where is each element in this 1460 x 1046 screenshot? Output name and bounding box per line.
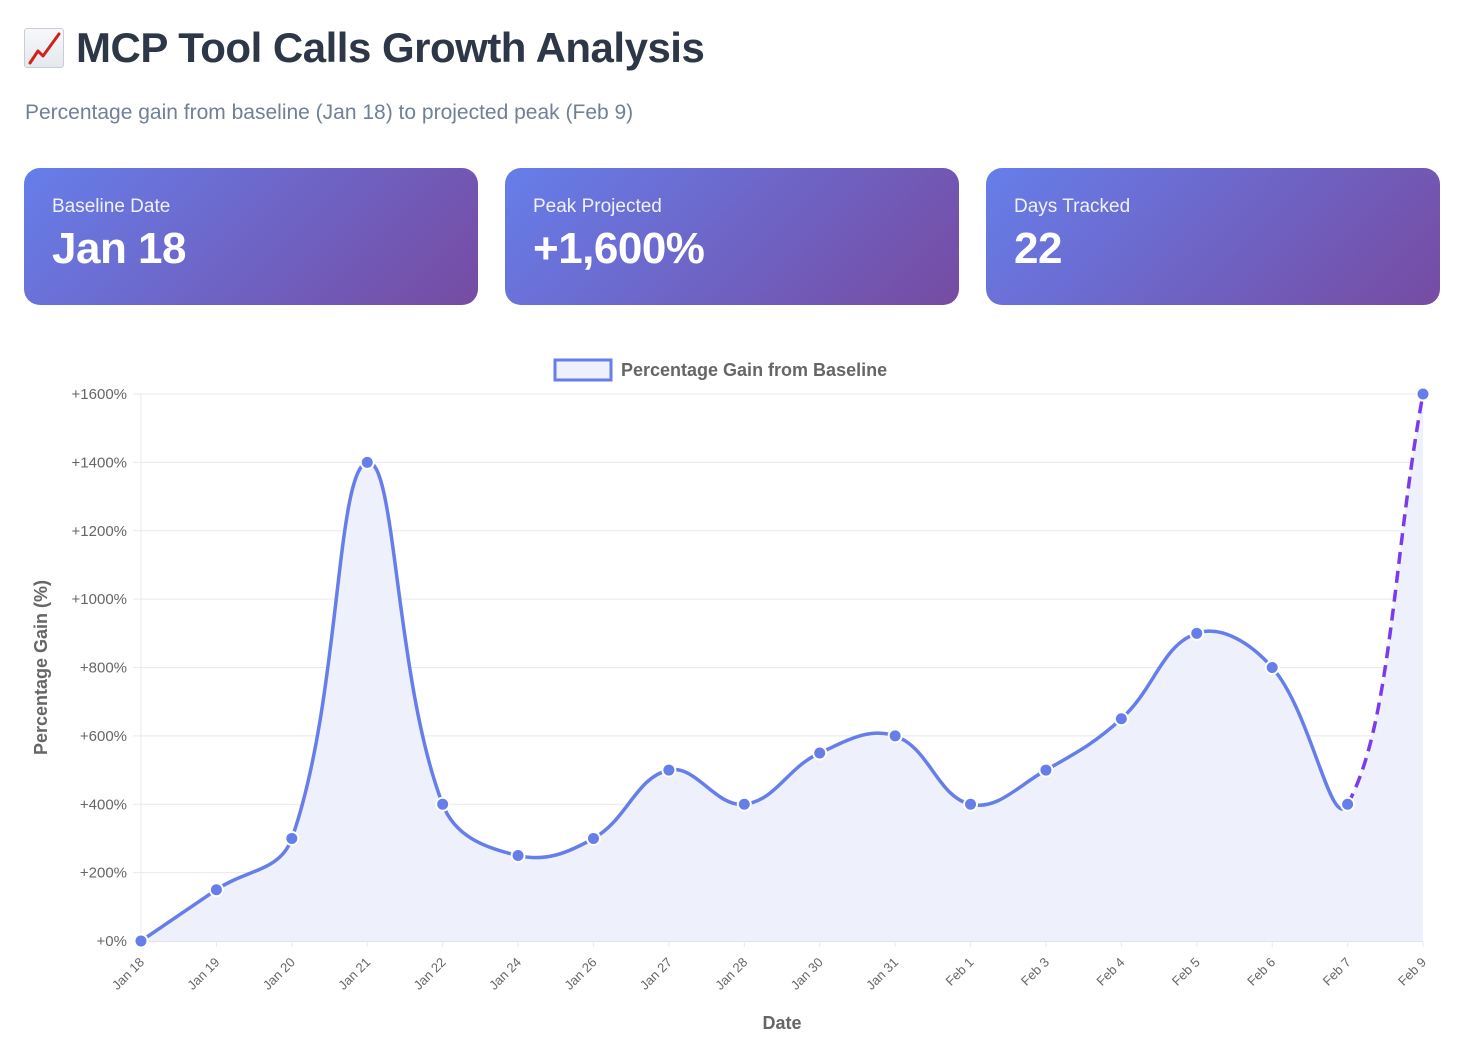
data-point <box>1415 386 1431 402</box>
data-point <box>1038 762 1054 778</box>
page-subtitle: Percentage gain from baseline (Jan 18) t… <box>25 101 634 124</box>
stat-card-label: Peak Projected <box>533 196 662 217</box>
y-tick-label: +1000% <box>72 591 127 608</box>
data-point <box>133 933 149 949</box>
x-tick-label: Jan 30 <box>788 955 826 993</box>
y-axis-title: Percentage Gain (%) <box>31 580 51 755</box>
stat-card-label: Days Tracked <box>1014 196 1131 217</box>
data-point <box>1340 796 1356 812</box>
x-tick-label: Jan 19 <box>184 955 222 993</box>
x-axis-ticks: Jan 18 Jan 19 Jan 20 Jan 21 Jan 22 Jan 24 Jan … <box>109 941 1429 993</box>
data-point <box>510 848 526 864</box>
data-point <box>435 796 451 812</box>
y-tick-label: +400% <box>80 796 127 813</box>
chart-increasing-icon <box>24 28 64 68</box>
x-tick-label: Jan 22 <box>411 955 449 993</box>
chart-legend[interactable]: Percentage Gain from Baseline <box>553 358 887 382</box>
x-axis-title: Date <box>762 1013 801 1033</box>
stat-cards: Baseline Date Jan 18 Peak Projected +1,6… <box>24 168 1440 305</box>
stat-card-peak-projected: Peak Projected +1,600% <box>505 168 959 305</box>
x-tick-label: Feb 4 <box>1093 955 1127 989</box>
data-point <box>661 762 677 778</box>
x-tick-label: Jan 21 <box>335 955 373 993</box>
stat-card-baseline-date: Baseline Date Jan 18 <box>24 168 478 305</box>
stat-card-days-tracked: Days Tracked 22 <box>986 168 1440 305</box>
page-title-text: MCP Tool Calls Growth Analysis <box>76 24 705 71</box>
y-tick-label: +600% <box>80 728 127 745</box>
x-tick-label: Jan 20 <box>260 955 298 993</box>
series-line <box>140 460 1350 943</box>
data-point <box>887 728 903 744</box>
data-point <box>963 796 979 812</box>
y-tick-label: +1600% <box>72 386 127 403</box>
x-tick-label: Jan 27 <box>637 955 675 993</box>
data-points <box>133 386 1431 949</box>
data-point <box>284 830 300 846</box>
y-tick-label: +200% <box>80 865 127 882</box>
data-point <box>359 454 375 470</box>
legend-swatch <box>553 358 613 382</box>
x-tick-label: Feb 6 <box>1244 955 1278 989</box>
growth-chart: Percentage Gain from Baseline +0% +200% +4… <box>31 358 1431 1033</box>
data-point <box>585 830 601 846</box>
stat-card-value: +1,600% <box>533 224 705 273</box>
x-tick-label: Feb 5 <box>1169 955 1203 989</box>
y-tick-label: +0% <box>97 933 127 950</box>
y-tick-label: +800% <box>80 660 127 677</box>
x-tick-label: Feb 9 <box>1395 955 1429 989</box>
data-point <box>1113 711 1129 727</box>
stat-card-label: Baseline Date <box>52 196 171 217</box>
x-tick-label: Jan 24 <box>486 955 524 993</box>
x-tick-label: Jan 26 <box>561 955 599 993</box>
x-tick-label: Feb 1 <box>943 955 977 989</box>
x-tick-label: Feb 7 <box>1320 955 1354 989</box>
data-point <box>812 745 828 761</box>
stat-card-value: 22 <box>1014 224 1062 273</box>
data-point <box>208 882 224 898</box>
stat-card-value: Jan 18 <box>52 224 186 273</box>
data-point <box>1264 660 1280 675</box>
data-point <box>1189 625 1205 641</box>
y-axis-ticks: +0% +200% +400% +600% +800% +1000% +1200% +1400… <box>72 386 127 950</box>
projection-line <box>1346 393 1425 806</box>
legend-label: Percentage Gain from Baseline <box>621 360 887 380</box>
x-tick-label: Feb 3 <box>1018 955 1052 989</box>
y-tick-label: +1400% <box>72 454 127 471</box>
x-tick-label: Jan 28 <box>712 955 750 993</box>
x-tick-label: Jan 18 <box>109 955 147 993</box>
x-tick-label: Jan 31 <box>863 955 901 993</box>
page-title: MCP Tool Calls Growth Analysis <box>24 24 705 72</box>
y-tick-label: +1200% <box>72 523 127 540</box>
data-point <box>736 796 752 812</box>
area-fill <box>141 394 1423 941</box>
